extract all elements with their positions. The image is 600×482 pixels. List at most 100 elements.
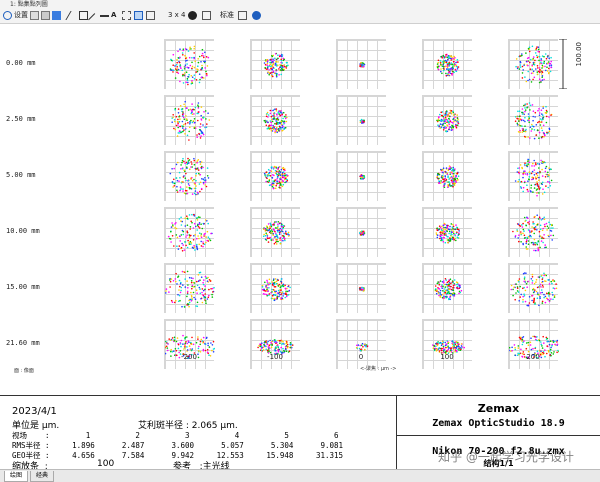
copy-icon[interactable]	[30, 11, 39, 20]
spot-ray-point	[165, 288, 168, 290]
spot-ray-point	[200, 236, 203, 239]
spot-ray-point	[436, 236, 439, 239]
tab-plot[interactable]: 绘图	[4, 471, 29, 482]
spot-ray-point	[203, 60, 205, 63]
spot-ray-point	[534, 48, 537, 51]
spot-ray-point	[175, 280, 177, 283]
spot-ray-point	[549, 223, 552, 226]
standard-dropdown[interactable]: 标准	[220, 11, 234, 19]
lock-icon[interactable]	[146, 11, 155, 20]
spot-ray-point	[277, 128, 279, 130]
spot-ray-point	[448, 65, 450, 67]
spot-ray-point	[208, 354, 210, 356]
spot-ray-point	[272, 109, 274, 112]
grid-icon[interactable]	[238, 11, 247, 20]
spot-ray-point	[364, 348, 366, 351]
spot-ray-point	[281, 185, 284, 188]
spot-ray-point	[272, 294, 275, 296]
spot-ray-point	[188, 236, 191, 239]
spot-ray-point	[524, 173, 527, 175]
spot-ray-point	[186, 166, 188, 168]
spot-ray-point	[447, 228, 450, 231]
spot-ray-point	[546, 66, 548, 68]
spot-ray-point	[546, 111, 548, 113]
spot-ray-point	[432, 344, 434, 346]
spot-ray-point	[180, 67, 182, 69]
spot-ray-point	[541, 71, 544, 74]
spot-ray-point	[437, 61, 439, 64]
spot-ray-point	[281, 120, 284, 122]
spot-ray-point	[180, 188, 182, 190]
spot-ray-point	[529, 126, 532, 128]
spot-ray-point	[204, 110, 207, 112]
spot-ray-point	[451, 229, 453, 231]
rectangle-icon[interactable]	[79, 11, 88, 20]
spot-ray-point	[546, 337, 549, 340]
spot-ray-point	[277, 349, 280, 352]
spot-ray-point	[522, 69, 524, 71]
zoom-fit-icon[interactable]	[134, 11, 143, 20]
spot-ray-point	[202, 178, 205, 180]
spot-cell	[250, 95, 300, 145]
spot-ray-point	[359, 121, 362, 123]
spot-ray-point	[264, 290, 267, 292]
text-tool-icon[interactable]: A	[111, 11, 117, 19]
spot-ray-point	[194, 234, 196, 236]
spot-ray-point	[182, 113, 185, 115]
spot-ray-point	[197, 65, 199, 67]
spot-ray-point	[538, 285, 541, 288]
spot-ray-point	[451, 128, 454, 131]
spot-ray-point	[207, 112, 209, 114]
spot-ray-point	[279, 227, 282, 230]
pen-icon[interactable]	[65, 11, 80, 20]
spot-ray-point	[525, 356, 528, 359]
spot-ray-point	[514, 347, 516, 349]
spot-ray-point	[511, 349, 513, 352]
help-icon[interactable]	[252, 11, 261, 20]
spot-ray-point	[444, 283, 446, 286]
spot-ray-point	[452, 289, 455, 291]
spot-ray-point	[207, 276, 209, 279]
spot-ray-point	[526, 248, 529, 250]
refresh-icon[interactable]	[3, 11, 12, 20]
line-icon[interactable]	[100, 15, 109, 24]
spot-ray-point	[186, 246, 189, 249]
spot-ray-point	[206, 230, 209, 233]
spot-ray-point	[531, 170, 534, 173]
spot-ray-point	[278, 113, 280, 115]
color-icon[interactable]	[188, 11, 197, 20]
spot-ray-point	[445, 130, 448, 133]
spot-ray-point	[455, 65, 458, 68]
spot-ray-point	[437, 292, 440, 294]
settings-gear-icon[interactable]	[202, 11, 211, 20]
spot-ray-point	[552, 227, 554, 229]
save-icon[interactable]	[52, 11, 61, 20]
layout-selector[interactable]: 3 x 4	[168, 11, 186, 19]
settings-button[interactable]: 设置	[14, 11, 28, 19]
spot-ray-point	[541, 277, 544, 279]
spot-ray-point	[532, 335, 534, 338]
spot-ray-point	[365, 344, 368, 346]
spot-ray-point	[204, 181, 207, 183]
spot-ray-point	[273, 117, 276, 119]
spot-ray-point	[279, 236, 282, 239]
spot-ray-point	[272, 128, 275, 130]
spot-ray-point	[449, 173, 451, 175]
spot-ray-point	[272, 70, 275, 72]
select-icon[interactable]	[122, 11, 131, 20]
tab-classic[interactable]: 经典	[30, 471, 55, 482]
spot-ray-point	[193, 163, 196, 166]
spot-ray-point	[548, 291, 550, 294]
spot-ray-point	[282, 175, 284, 178]
spot-ray-point	[263, 233, 265, 236]
spot-ray-point	[186, 230, 188, 232]
spot-ray-point	[271, 232, 273, 234]
print-icon[interactable]	[41, 11, 50, 20]
spot-ray-point	[523, 356, 526, 358]
spot-ray-point	[285, 114, 287, 116]
spot-ray-point	[529, 109, 531, 111]
spot-ray-point	[193, 296, 195, 299]
spot-ray-point	[267, 346, 270, 348]
spot-ray-point	[180, 345, 182, 348]
spot-ray-point	[547, 279, 549, 281]
